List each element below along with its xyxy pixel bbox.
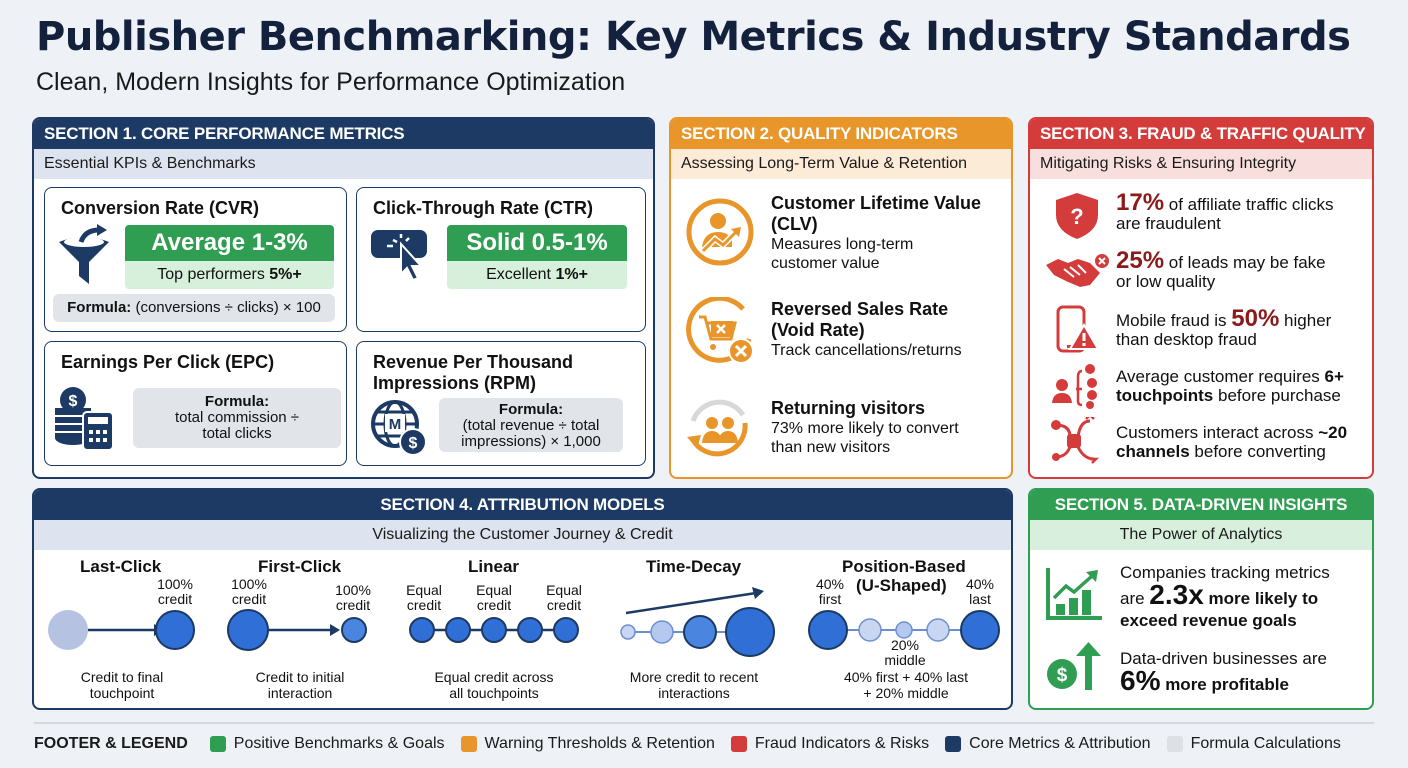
growth-chart-icon — [1046, 568, 1102, 620]
gray-swatch-icon — [1166, 736, 1183, 752]
legend-warning: Warning Thresholds & Retention — [460, 735, 715, 753]
section-subheading: Mitigating Risks & Ensuring Integrity — [1030, 149, 1372, 179]
section-data-driven-insights: SECTION 5. DATA-DRIVEN INSIGHTS The Powe… — [1028, 488, 1374, 710]
fraud-item-leads: 25% of leads may be fake or low quality — [1116, 247, 1326, 292]
user-touchpoints-icon — [1052, 364, 1097, 409]
card-ctr: Click-Through Rate (CTR) Solid 0.5-1% Ex… — [356, 187, 646, 332]
section-heading: SECTION 1. CORE PERFORMANCE METRICS — [34, 119, 653, 149]
fraud-item-clicks: 17% of affiliate traffic clicks are frau… — [1116, 189, 1334, 234]
customer-growth-icon — [686, 198, 754, 266]
legend-positive: Positive Benchmarks & Goals — [209, 735, 445, 753]
red-swatch-icon — [730, 736, 747, 752]
card-epc: Earnings Per Click (EPC) $ Formula: tota… — [44, 341, 347, 466]
channels-icon — [1051, 417, 1100, 464]
returning-users-icon — [687, 399, 748, 457]
click-cursor-icon — [371, 230, 427, 282]
fraud-item-channels: Customers interact across ~20 channels b… — [1116, 423, 1348, 461]
section-core-metrics: SECTION 1. CORE PERFORMANCE METRICS Esse… — [32, 117, 655, 479]
svg-text:M: M — [389, 416, 402, 433]
insight-profitability: Data-driven businesses are 6% more profi… — [1120, 649, 1327, 696]
section-heading: SECTION 4. ATTRIBUTION MODELS — [34, 490, 1011, 520]
svg-text:$: $ — [1057, 665, 1068, 686]
card-title: Click-Through Rate (CTR) — [373, 198, 593, 218]
handshake-x-icon — [1046, 252, 1110, 287]
coins-calculator-icon: $ — [55, 387, 114, 450]
card-title: Revenue Per Thousand Impressions (RPM) — [373, 352, 574, 393]
first-click-diagram — [227, 609, 367, 651]
page-title: Publisher Benchmarking: Key Metrics & In… — [36, 14, 1351, 60]
legend-core: Core Metrics & Attribution — [945, 735, 1151, 753]
section-subheading: Essential KPIs & Benchmarks — [34, 149, 653, 179]
section-subheading: Assessing Long-Term Value & Retention — [671, 149, 1011, 179]
position-based-diagram — [808, 610, 1000, 650]
shield-question-icon: ? — [1056, 193, 1098, 239]
rpm-formula: Formula: (total revenue ÷ total impressi… — [439, 398, 623, 452]
card-cvr: Conversion Rate (CVR) Average 1-3% Top p… — [44, 187, 347, 332]
svg-text:?: ? — [1070, 204, 1083, 229]
cvr-benchmark: Average 1-3% — [125, 225, 334, 261]
cvr-formula: Formula: (conversions ÷ clicks) × 100 — [53, 294, 335, 322]
card-title: Earnings Per Click (EPC) — [61, 352, 275, 372]
page-subtitle: Clean, Modern Insights for Performance O… — [36, 68, 626, 96]
section-heading: SECTION 5. DATA-DRIVEN INSIGHTS — [1030, 490, 1372, 520]
section-heading: SECTION 3. FRAUD & TRAFFIC QUALITY — [1030, 119, 1372, 149]
footer-title: FOOTER & LEGEND — [34, 735, 188, 752]
section-fraud-traffic: SECTION 3. FRAUD & TRAFFIC QUALITY Mitig… — [1028, 117, 1374, 479]
section-heading: SECTION 2. QUALITY INDICATORS — [671, 119, 1011, 149]
navy-swatch-icon — [945, 736, 962, 752]
insight-revenue-goals: Companies tracking metrics are 2.3x more… — [1120, 563, 1330, 630]
quality-item-void-rate: Reversed Sales Rate (Void Rate) Track can… — [771, 299, 962, 359]
card-rpm: Revenue Per Thousand Impressions (RPM) M… — [356, 341, 646, 466]
fraud-item-touchpoints: Average customer requires 6+ touchpoints… — [1116, 367, 1344, 405]
dollar-up-icon: $ — [1047, 642, 1101, 690]
time-decay-diagram — [620, 587, 775, 657]
section-subheading: The Power of Analytics — [1030, 520, 1372, 550]
globe-dollar-icon: M $ — [371, 400, 427, 456]
svg-text:$: $ — [69, 393, 78, 410]
last-click-diagram — [48, 610, 195, 650]
section-quality-indicators: SECTION 2. QUALITY INDICATORS Assessing … — [669, 117, 1013, 479]
cart-cancel-icon — [686, 297, 754, 364]
section-attribution-models: SECTION 4. ATTRIBUTION MODELS Visualizin… — [32, 488, 1013, 710]
green-swatch-icon — [209, 736, 226, 752]
mobile-warning-icon — [1056, 305, 1100, 353]
quality-item-clv: Customer Lifetime Value (CLV) Measures lo… — [771, 193, 982, 272]
card-title: Conversion Rate (CVR) — [61, 198, 260, 218]
ctr-excellent: Excellent 1%+ — [447, 261, 627, 289]
ctr-benchmark: Solid 0.5-1% — [447, 225, 627, 261]
footer-divider — [34, 722, 1374, 724]
fraud-item-mobile: Mobile fraud is 50% higher than desktop … — [1116, 305, 1332, 350]
linear-diagram — [409, 617, 579, 643]
section-subheading: Visualizing the Customer Journey & Credi… — [34, 520, 1011, 550]
cvr-top-performers: Top performers 5%+ — [125, 261, 334, 289]
quality-item-returning-visitors: Returning visitors 73% more likely to co… — [771, 398, 959, 456]
orange-swatch-icon — [460, 736, 477, 752]
funnel-icon — [59, 224, 109, 284]
legend-fraud: Fraud Indicators & Risks — [730, 735, 929, 753]
svg-text:$: $ — [409, 435, 418, 452]
footer-legend: FOOTER & LEGEND Positive Benchmarks & Go… — [34, 734, 1357, 754]
epc-formula: Formula: total commission ÷ total clicks — [133, 388, 341, 448]
legend-formula: Formula Calculations — [1166, 735, 1341, 753]
